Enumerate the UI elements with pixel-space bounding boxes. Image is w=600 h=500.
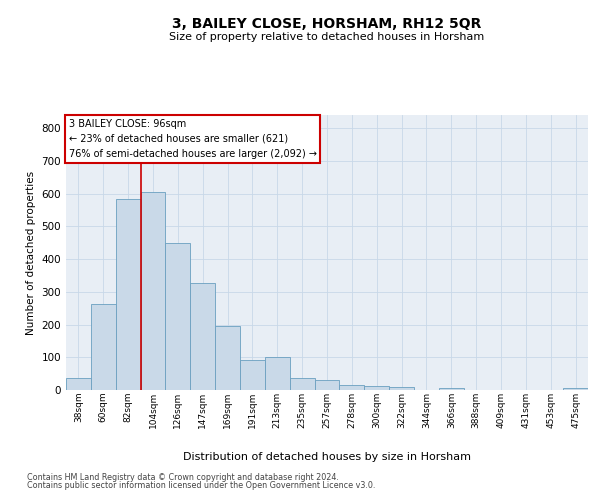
Bar: [290, 378, 314, 390]
Y-axis label: Number of detached properties: Number of detached properties: [26, 170, 36, 334]
Bar: [116, 200, 140, 390]
Text: 3 BAILEY CLOSE: 96sqm
← 23% of detached houses are smaller (621)
76% of semi-det: 3 BAILEY CLOSE: 96sqm ← 23% of detached …: [68, 119, 317, 158]
Bar: [140, 192, 166, 390]
Bar: [389, 387, 414, 390]
Text: Contains HM Land Registry data © Crown copyright and database right 2024.: Contains HM Land Registry data © Crown c…: [27, 472, 339, 482]
Bar: [190, 282, 215, 390]
Bar: [439, 388, 464, 390]
Bar: [215, 326, 240, 390]
Bar: [265, 356, 290, 390]
Text: 3, BAILEY CLOSE, HORSHAM, RH12 5QR: 3, BAILEY CLOSE, HORSHAM, RH12 5QR: [172, 18, 482, 32]
Bar: [364, 386, 389, 390]
Bar: [340, 385, 364, 390]
Bar: [166, 242, 190, 390]
Text: Distribution of detached houses by size in Horsham: Distribution of detached houses by size …: [183, 452, 471, 462]
Text: Size of property relative to detached houses in Horsham: Size of property relative to detached ho…: [169, 32, 485, 42]
Bar: [314, 380, 340, 390]
Bar: [240, 360, 265, 390]
Text: Contains public sector information licensed under the Open Government Licence v3: Contains public sector information licen…: [27, 481, 376, 490]
Bar: [91, 304, 116, 390]
Bar: [563, 388, 588, 390]
Bar: [66, 378, 91, 390]
